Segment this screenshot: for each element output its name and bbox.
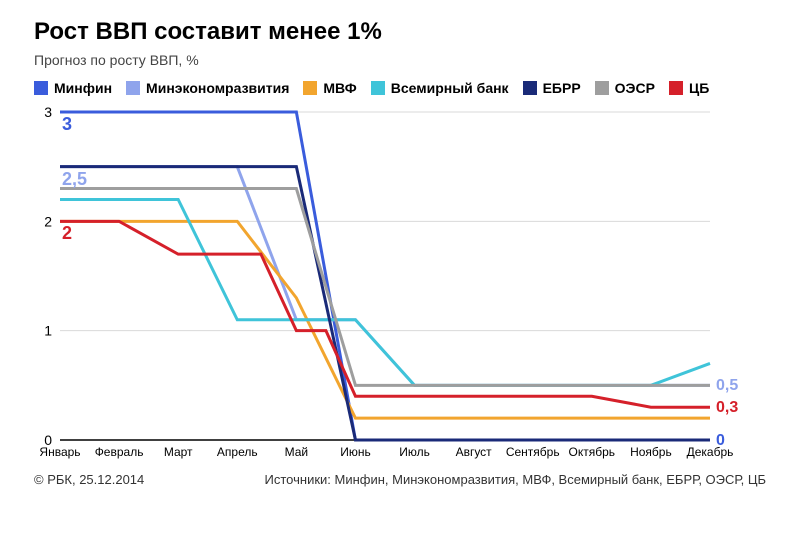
svg-text:Апрель: Апрель [217,445,258,459]
svg-text:1: 1 [44,323,52,339]
svg-text:Март: Март [164,445,193,459]
series-end-label: 0 [716,432,725,450]
svg-text:Июнь: Июнь [340,445,371,459]
legend-item: ЕБРР [523,80,581,96]
svg-text:Октябрь: Октябрь [569,445,616,459]
svg-text:Ноябрь: Ноябрь [630,445,672,459]
footer-copyright: © РБК, 25.12.2014 [34,472,144,487]
chart-area: 0 1 2 3 Январь Февраль Март Апрель Май Июнь Июль Ав… [34,106,766,466]
chart-subtitle: Прогноз по росту ВВП, % [34,52,766,68]
legend-swatch [523,81,537,95]
legend-swatch [303,81,317,95]
legend-label: ЕБРР [543,80,581,96]
legend-swatch [34,81,48,95]
legend-label: Всемирный банк [391,80,509,96]
footer-sources: Источники: Минфин, Минэкономразвития, МВ… [265,472,766,487]
legend-swatch [595,81,609,95]
svg-text:Август: Август [456,445,493,459]
svg-text:Июль: Июль [399,445,430,459]
svg-text:Май: Май [285,445,309,459]
legend-swatch [371,81,385,95]
series-start-label: 3 [62,114,72,135]
legend-label: ЦБ [689,80,709,96]
svg-text:Февраль: Февраль [95,445,144,459]
series-end-label: 0,5 [716,377,738,395]
chart-svg: 0 1 2 3 Январь Февраль Март Апрель Май Июнь Июль Ав… [34,106,766,466]
series-end-label: 0,3 [716,399,738,417]
chart-title: Рост ВВП составит менее 1% [34,18,766,46]
legend: Минфин Минэкономразвития МВФ Всемирный банк… [34,80,766,96]
legend-label: Минфин [54,80,112,96]
legend-label: Минэкономразвития [146,80,289,96]
svg-text:Сентябрь: Сентябрь [506,445,560,459]
series-start-label: 2,5 [62,169,87,190]
series-start-label: 2 [62,223,72,244]
legend-item: МВФ [303,80,356,96]
legend-item: ЦБ [669,80,709,96]
legend-label: МВФ [323,80,356,96]
legend-swatch [126,81,140,95]
footer: © РБК, 25.12.2014 Источники: Минфин, Мин… [34,472,766,487]
svg-text:2: 2 [44,213,52,229]
legend-item: ОЭСР [595,80,655,96]
svg-text:3: 3 [44,106,52,120]
legend-swatch [669,81,683,95]
legend-item: Минфин [34,80,112,96]
legend-label: ОЭСР [615,80,655,96]
legend-item: Всемирный банк [371,80,509,96]
svg-text:Январь: Январь [39,445,80,459]
legend-item: Минэкономразвития [126,80,289,96]
svg-text:Декабрь: Декабрь [687,445,734,459]
